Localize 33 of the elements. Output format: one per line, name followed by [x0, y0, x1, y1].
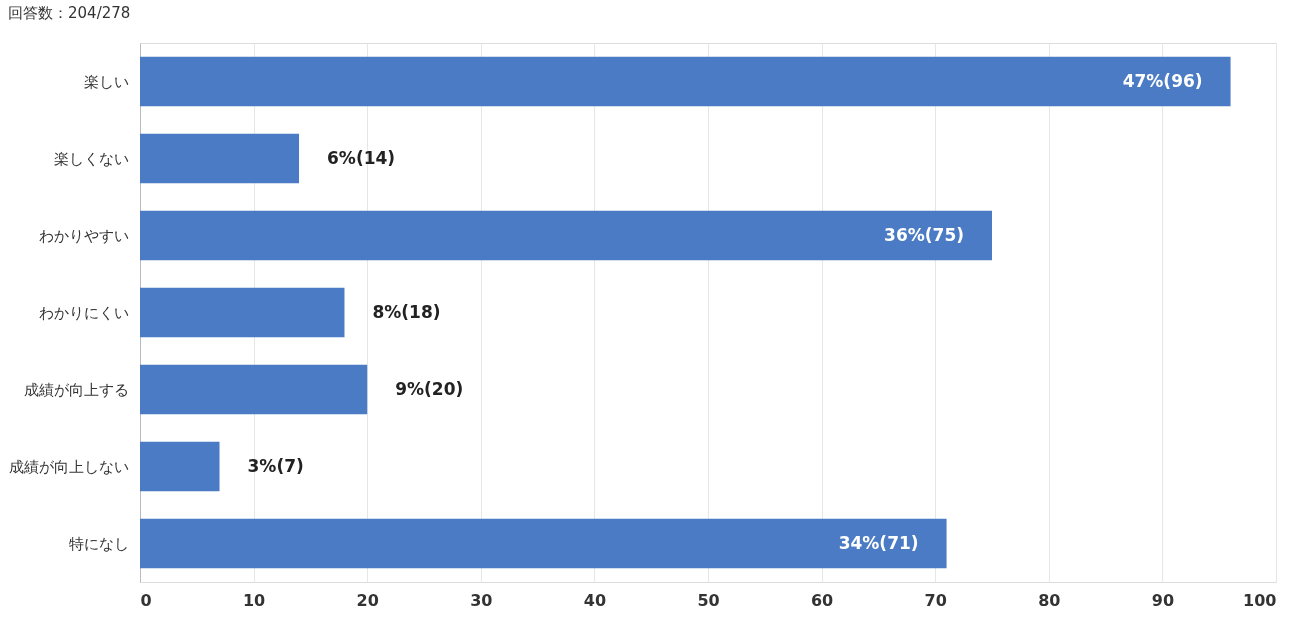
y-tick-label: 成績が向上しない [8, 457, 129, 476]
x-tick-label: 100 [1243, 590, 1277, 610]
y-tick-label: 特になし [68, 534, 129, 553]
y-tick-label: 成績が向上する [23, 380, 129, 399]
y-tick-label: わかりにくい [38, 303, 129, 322]
bar [140, 364, 368, 415]
data-label: 6%(14) [327, 147, 396, 168]
x-tick-label: 80 [1038, 590, 1061, 610]
bar [140, 518, 947, 569]
chart-title: 回答数：204/278 [8, 4, 131, 22]
bar [140, 210, 992, 261]
x-tick-label: 20 [356, 590, 379, 610]
x-tick-label: 0 [140, 590, 152, 610]
data-label: 34%(71) [838, 532, 919, 553]
data-label: 47%(96) [1122, 70, 1203, 91]
bar [140, 133, 300, 184]
x-tick-label: 40 [583, 590, 607, 610]
x-tick-label: 50 [697, 590, 720, 610]
x-tick-label: 90 [1151, 590, 1175, 610]
y-tick-label: わかりやすい [38, 226, 129, 245]
x-tick-label: 70 [924, 590, 947, 610]
bar [140, 441, 220, 492]
data-label: 3%(7) [247, 455, 304, 476]
bar [140, 287, 345, 338]
y-tick-label: 楽しい [83, 72, 129, 91]
y-tick-label: 楽しくない [53, 149, 129, 168]
x-tick-label: 10 [242, 590, 266, 610]
x-tick-label: 30 [470, 590, 493, 610]
data-label: 36%(75) [884, 224, 964, 245]
data-label: 9%(20) [395, 378, 464, 399]
bar [140, 56, 1231, 107]
x-tick-label: 60 [810, 590, 834, 610]
data-label: 8%(18) [372, 301, 441, 322]
